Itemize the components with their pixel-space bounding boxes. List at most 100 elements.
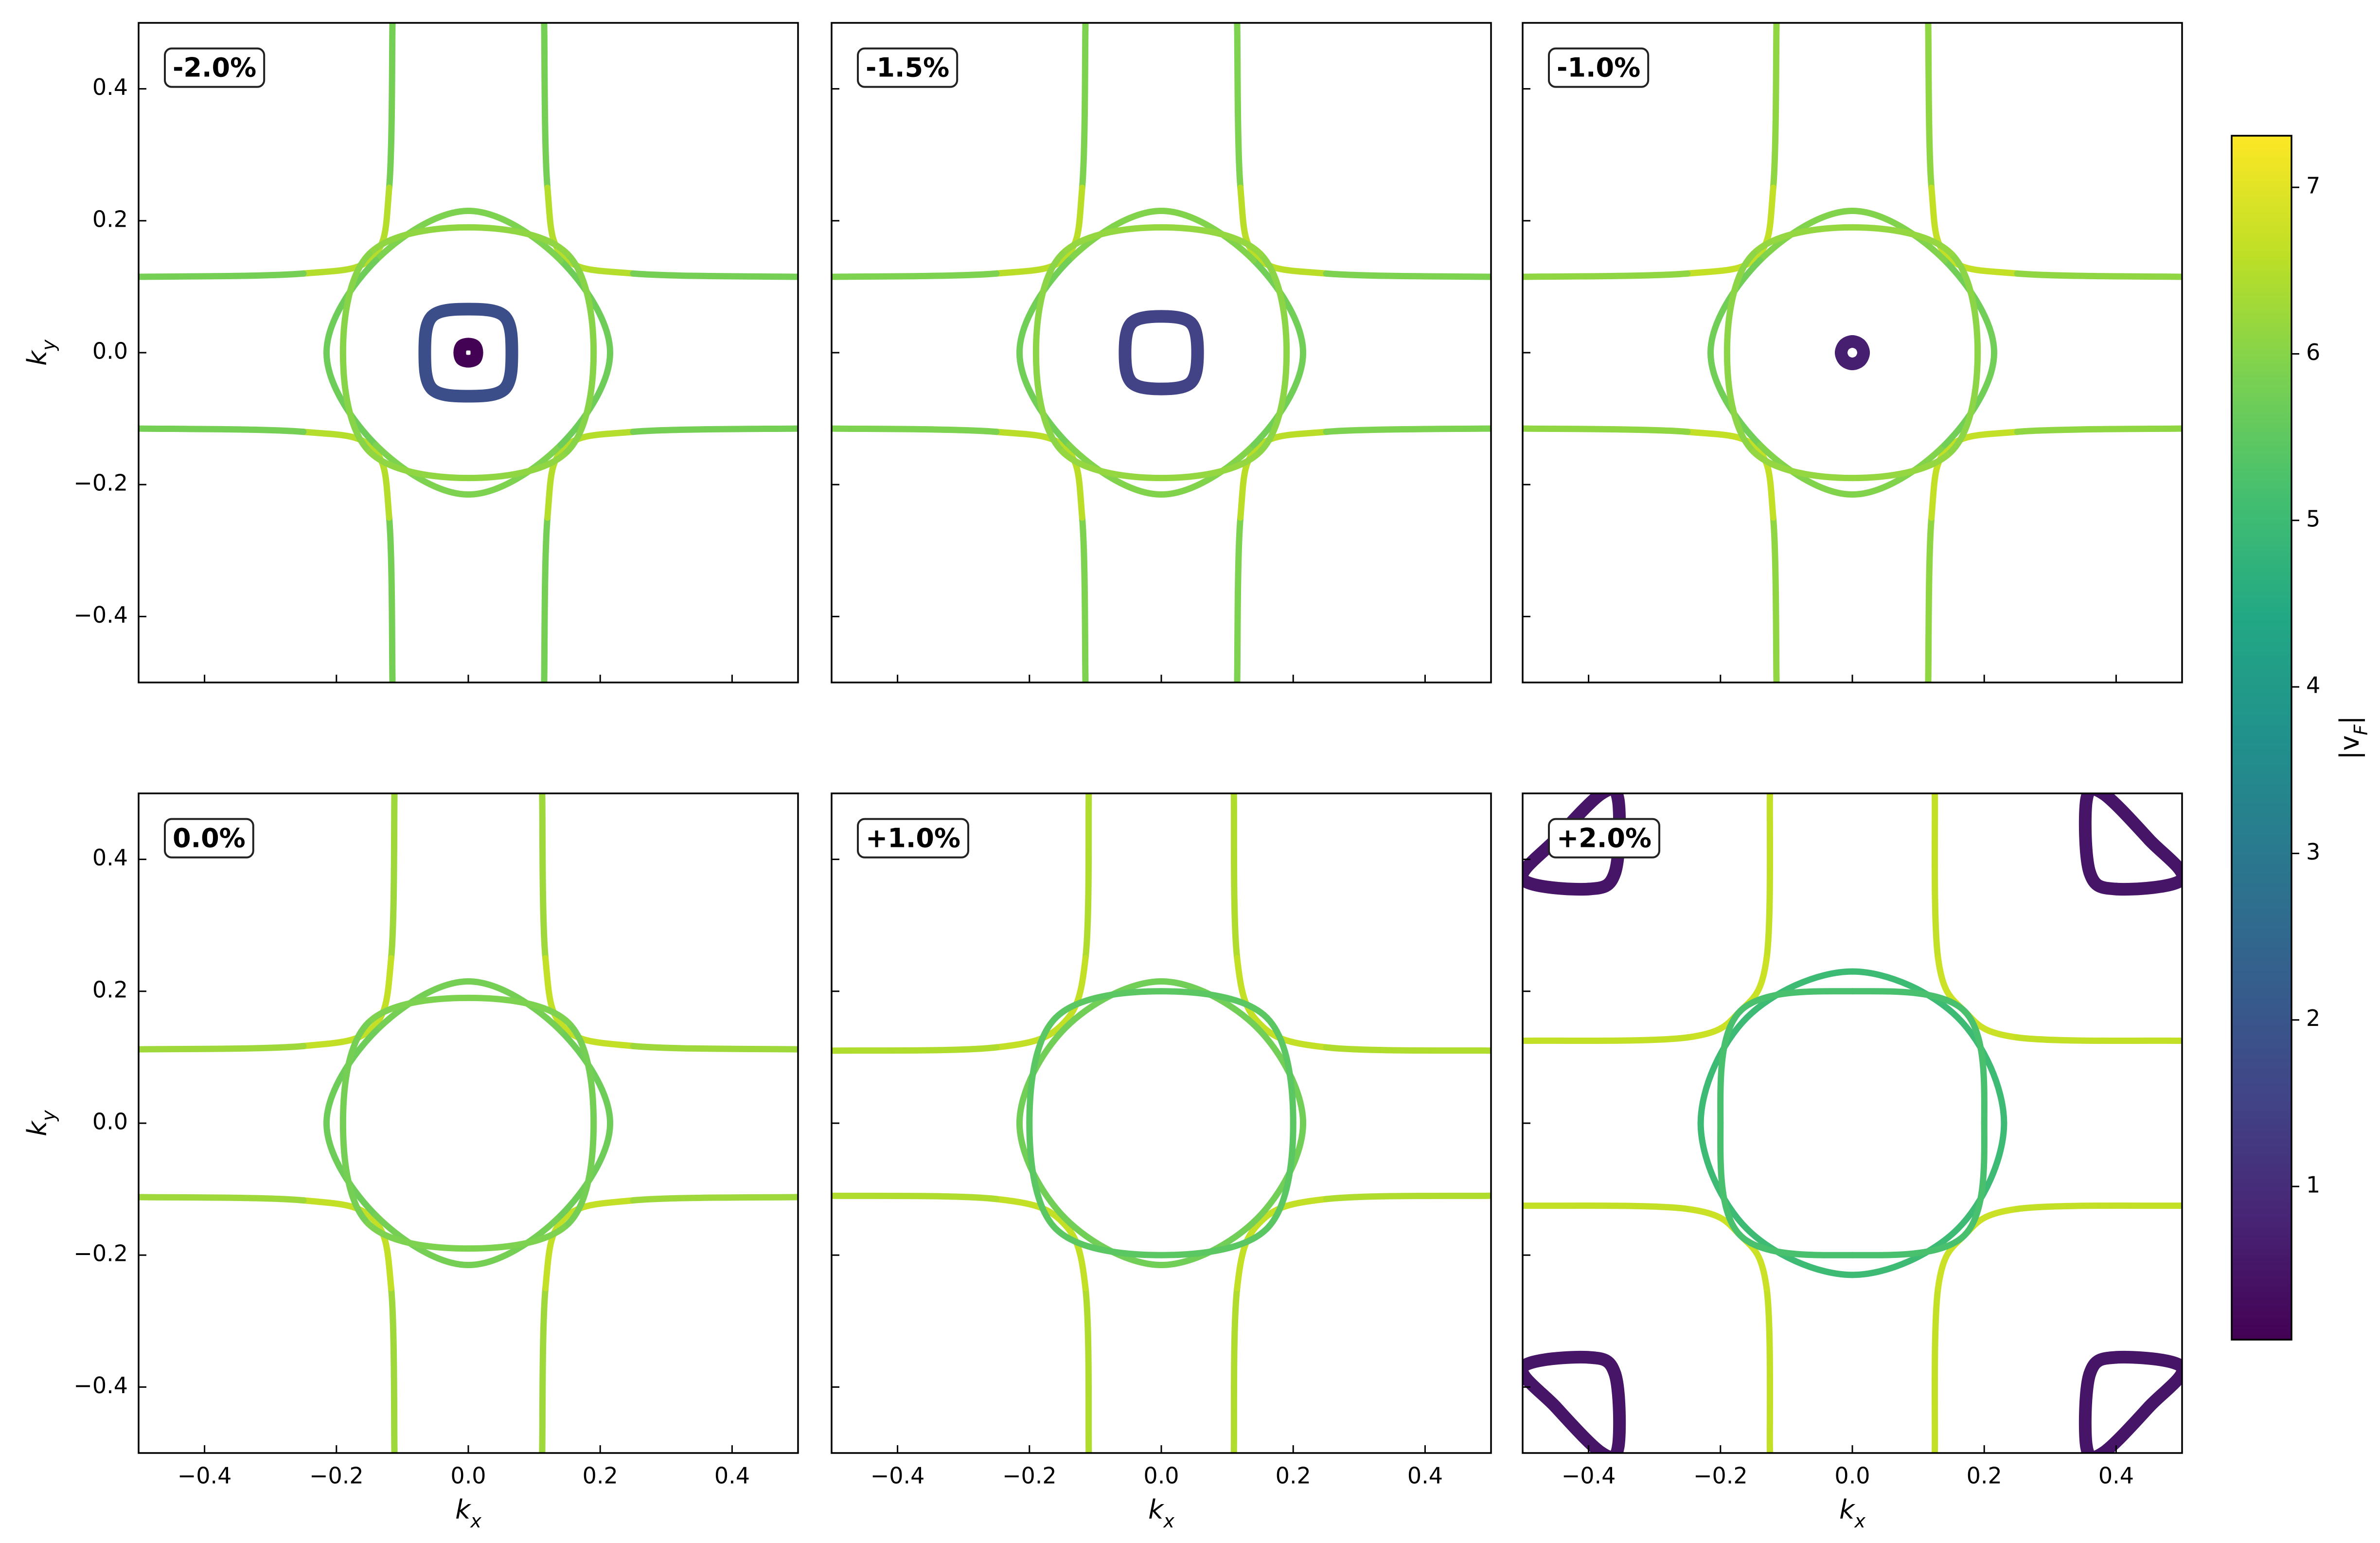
y-axis-label-part: k	[22, 1120, 53, 1136]
fermi-contour	[2110, 873, 2182, 896]
panel	[832, 793, 1491, 1453]
fermi-contour	[832, 425, 1000, 435]
fermi-contour	[561, 1197, 637, 1222]
fermi-contour	[1941, 349, 1998, 449]
fermi-contour	[2078, 793, 2096, 879]
x-tick-label: 0.0	[450, 1463, 486, 1489]
fermi-contour	[1323, 1192, 1491, 1202]
fermi-contour	[1234, 955, 1263, 1028]
fermi-contour	[1059, 448, 1165, 482]
fermi-contour	[564, 251, 597, 356]
fermi-contour	[139, 425, 307, 435]
fermi-contour	[339, 1120, 372, 1227]
panel-label-box	[1548, 818, 1661, 859]
x-axis-label-part: k	[455, 1494, 472, 1525]
fermi-contour	[1707, 349, 1763, 449]
fermi-contour	[1697, 1014, 1750, 1127]
fermi-contour	[1945, 253, 2021, 277]
fermi-contour	[1723, 349, 1757, 455]
fermi-contour	[1250, 349, 1307, 449]
fermi-contour	[1158, 1225, 1270, 1258]
x-tick-label: −0.2	[1002, 1463, 1057, 1489]
fermi-contour	[1079, 23, 1089, 191]
fermi-contour	[565, 1120, 597, 1227]
fermi-contour	[1954, 1120, 2007, 1232]
x-tick-label: −0.2	[1693, 1463, 1748, 1489]
fermi-contour	[2143, 833, 2182, 886]
fermi-contour	[565, 1020, 597, 1127]
fermi-contour	[1849, 988, 1968, 1014]
fermi-contour	[465, 994, 572, 1026]
fermi-contour	[373, 1212, 472, 1269]
fermi-contour	[630, 270, 798, 280]
panel	[1523, 793, 2182, 1453]
fermi-contour	[1059, 955, 1089, 1028]
fermi-contour	[365, 1220, 472, 1252]
fermi-contour	[1234, 23, 1244, 191]
fermi-contour	[366, 448, 472, 482]
panel-label-box	[857, 47, 959, 88]
fermi-contour	[1257, 349, 1290, 455]
y-tick-label: 0.4	[92, 74, 128, 100]
x-tick-label: −0.2	[309, 1463, 364, 1489]
x-tick-label: 0.4	[1407, 1463, 1443, 1489]
fermi-contour	[1066, 442, 1165, 498]
fermi-contour	[388, 1285, 398, 1453]
fermi-contour	[1234, 1219, 1263, 1292]
fermi-contour	[1928, 184, 1952, 260]
fermi-contour	[1595, 793, 1625, 807]
colorbar-label-part: |v	[2334, 735, 2365, 759]
y-axis-label-part: k	[22, 349, 53, 366]
fermi-contour	[1082, 793, 1092, 962]
fermi-contour	[1523, 425, 1691, 435]
fermi-contour	[542, 955, 568, 1031]
fermi-contour	[544, 184, 568, 260]
fermi-contour	[541, 23, 551, 191]
fermi-contour	[465, 1220, 572, 1252]
fermi-contour	[465, 978, 564, 1034]
x-axis-label: kx	[455, 1494, 481, 1532]
fermi-contour	[1523, 873, 1595, 896]
fermi-contour	[561, 429, 637, 452]
axes-frame	[831, 792, 1492, 1454]
fermi-contour	[1257, 251, 1290, 356]
y-axis-label-part: y	[38, 340, 59, 351]
fermi-contour	[365, 994, 472, 1026]
fermi-contour	[1234, 514, 1244, 682]
fermi-contour	[832, 270, 1000, 280]
axes-frame	[138, 22, 799, 683]
panel-label: 0.0%	[173, 823, 246, 854]
fermi-contour	[1757, 442, 1856, 498]
fermi-contour	[1263, 1120, 1297, 1232]
fermi-contour	[2110, 1350, 2182, 1374]
fermi-contour	[539, 1285, 549, 1453]
fermi-contour	[1257, 1021, 1330, 1051]
y-tick-label: 0.0	[92, 1109, 128, 1135]
fermi-contour	[993, 429, 1069, 452]
x-axis-label-part: k	[1839, 1494, 1856, 1525]
y-tick-label: 0.2	[92, 976, 128, 1003]
fermi-contour	[1931, 793, 1941, 962]
fermi-contour	[1158, 448, 1263, 482]
fermi-contour	[2143, 1361, 2182, 1414]
colorbar-frame	[2231, 135, 2292, 1341]
fermi-contour	[1323, 270, 1491, 280]
fermi-contour	[465, 448, 570, 482]
fermi-contour	[832, 1192, 1000, 1202]
fermi-contour	[1158, 207, 1257, 264]
fermi-contour	[993, 1196, 1066, 1225]
fermi-contour	[323, 1027, 379, 1127]
fermi-contour	[2078, 1367, 2096, 1453]
fermi-contour	[1158, 442, 1257, 498]
y-tick-label: 0.0	[92, 338, 128, 364]
panel-label: -1.5%	[866, 53, 949, 83]
x-axis-label: kx	[1148, 1494, 1174, 1532]
fermi-contour	[1263, 1014, 1297, 1127]
fermi-contour	[1717, 1120, 1743, 1239]
x-tick-label: 0.0	[1143, 1463, 1179, 1489]
fermi-contour	[323, 257, 379, 356]
fermi-contour	[1854, 346, 1870, 367]
colorbar-tick-label: 6	[2306, 339, 2320, 365]
fermi-contour	[539, 793, 549, 962]
fermi-contour	[1523, 1361, 1562, 1414]
